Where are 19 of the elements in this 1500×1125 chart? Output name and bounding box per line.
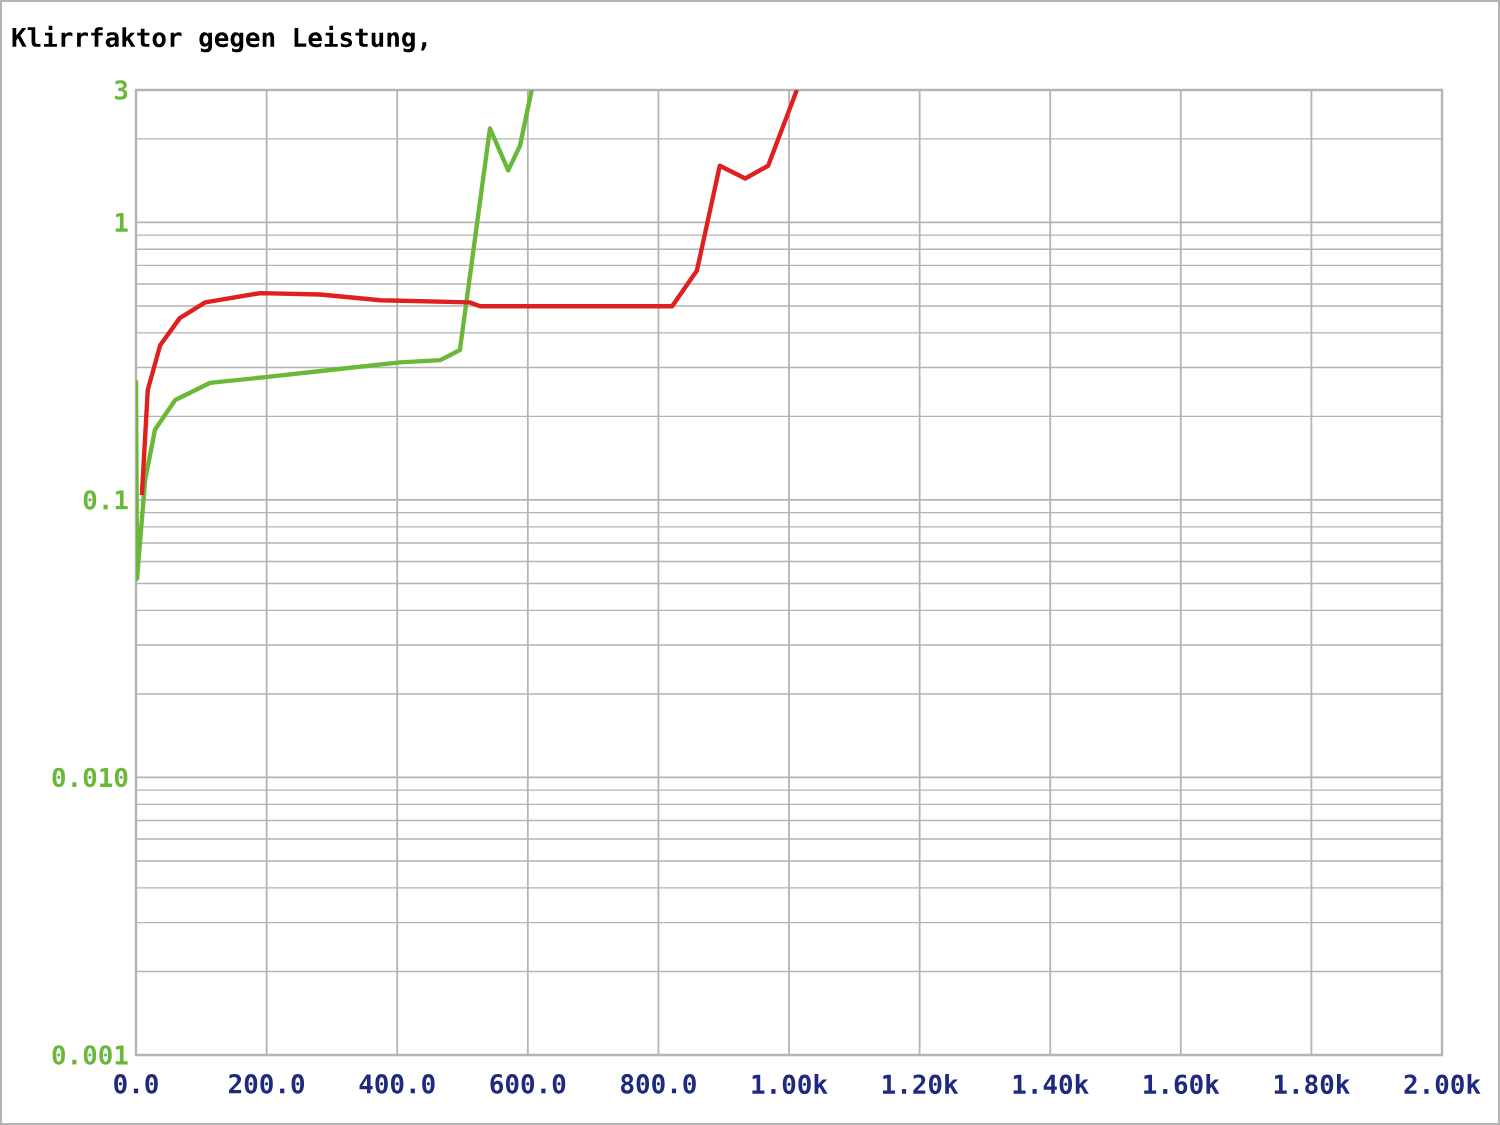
line-series	[136, 89, 534, 581]
x-tick-label: 1.40k	[1013, 1074, 1089, 1095]
x-tick-label: 400.0	[359, 1074, 435, 1094]
y-tick-label: 0.001	[52, 1045, 128, 1065]
x-tick-label: 1.00k	[752, 1074, 828, 1095]
y-tick-label: 1	[115, 212, 128, 232]
y-tick-label: 0.1	[83, 490, 128, 510]
chart-title: Klirrfaktor gegen Leistung,	[12, 25, 427, 53]
x-tick-label: 0.0	[114, 1074, 158, 1094]
x-tick-label: 200.0	[229, 1074, 305, 1094]
x-tick-label: 600.0	[490, 1074, 566, 1094]
x-tick-label: 1.80k	[1274, 1074, 1350, 1095]
line-series	[139, 89, 800, 498]
x-tick-label: 1.20k	[883, 1074, 959, 1095]
x-tick-label: 2.00k	[1404, 1074, 1481, 1095]
x-tick-label: 1.60k	[1144, 1074, 1220, 1095]
y-tick-label: 0.010	[52, 767, 128, 788]
y-tick-label: 3	[114, 80, 128, 100]
x-tick-label: 800.0	[621, 1074, 696, 1094]
